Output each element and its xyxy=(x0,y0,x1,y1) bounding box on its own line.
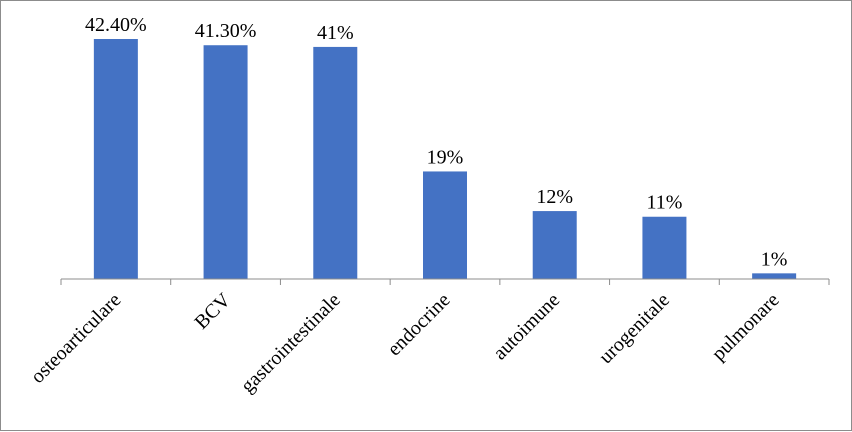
data-label-gastrointestinale: 41% xyxy=(317,22,354,44)
data-label-BCV: 41.30% xyxy=(195,20,257,42)
bar-osteoarticulare xyxy=(93,39,138,279)
data-label-osteoarticulare: 42.40% xyxy=(85,14,147,36)
bar-BCV xyxy=(203,45,248,280)
bar-endocrine xyxy=(423,171,467,279)
category-label-gastrointestinale: gastrointestinale xyxy=(237,289,345,397)
data-label-pulmonare: 1% xyxy=(761,248,788,270)
bar-pulmonare xyxy=(752,273,797,279)
data-label-autoimune: 12% xyxy=(536,186,573,208)
data-label-urogenitale: 11% xyxy=(646,192,682,214)
category-label-BCV: BCV xyxy=(190,289,235,334)
bar-urogenitale xyxy=(642,216,687,279)
bar-autoimune xyxy=(532,211,577,279)
category-label-pulmonare: pulmonare xyxy=(708,289,784,365)
category-label-autoimune: autoimune xyxy=(489,289,564,364)
bar-gastrointestinale xyxy=(313,46,358,279)
category-label-urogenitale: urogenitale xyxy=(595,289,674,368)
category-label-osteoarticulare: osteoarticulare xyxy=(27,289,126,388)
data-label-endocrine: 19% xyxy=(427,146,464,168)
category-label-endocrine: endocrine xyxy=(383,289,454,360)
